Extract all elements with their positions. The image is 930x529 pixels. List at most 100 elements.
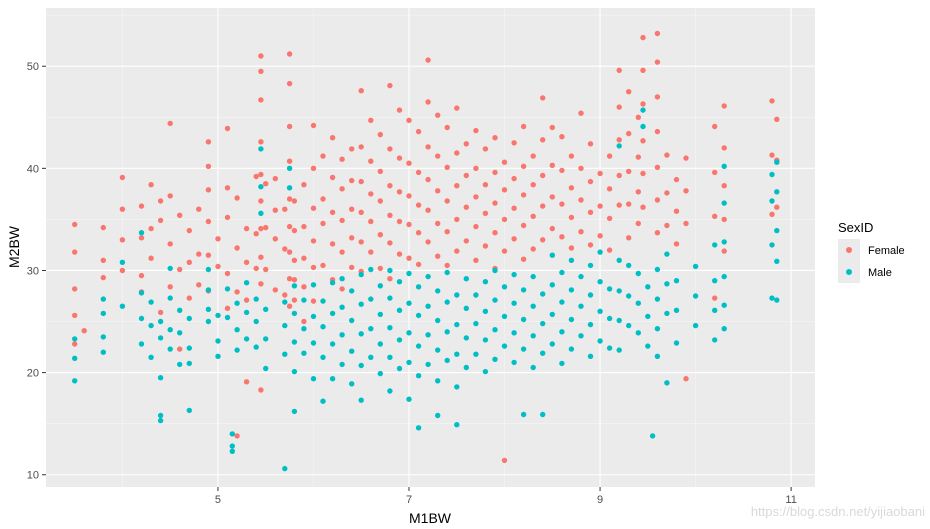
legend-label-female: Female xyxy=(868,245,905,257)
data-point-male xyxy=(205,306,212,312)
data-point-female xyxy=(138,272,145,279)
data-point-female xyxy=(272,207,278,213)
data-point-male xyxy=(329,280,336,286)
data-point-female xyxy=(578,229,584,235)
data-point-male xyxy=(253,344,259,350)
data-point-male xyxy=(291,339,298,345)
data-point-male xyxy=(511,271,517,278)
data-point-female xyxy=(415,261,422,268)
data-point-female xyxy=(425,239,431,245)
legend-title: SexID xyxy=(838,220,873,235)
data-point-female xyxy=(559,167,565,174)
data-point-male xyxy=(320,398,326,404)
data-point-female xyxy=(377,232,383,238)
data-point-male xyxy=(606,315,613,322)
data-point-female xyxy=(492,169,498,176)
data-point-male xyxy=(263,365,269,372)
data-point-female xyxy=(712,295,718,301)
data-point-male xyxy=(301,350,307,356)
data-point-female xyxy=(253,265,259,272)
data-point-male xyxy=(425,361,431,368)
data-point-female xyxy=(253,173,259,180)
data-point-male xyxy=(501,313,508,320)
data-point-female xyxy=(339,286,345,292)
data-point-female xyxy=(119,174,126,181)
data-point-female xyxy=(349,206,355,212)
data-point-female xyxy=(177,346,183,352)
data-point-female xyxy=(286,158,293,164)
data-point-female xyxy=(482,243,489,249)
data-point-female xyxy=(72,249,78,255)
data-point-female xyxy=(396,218,403,225)
data-point-male xyxy=(320,324,326,330)
data-point-female xyxy=(425,176,431,183)
data-point-male xyxy=(349,317,355,324)
data-point-male xyxy=(186,407,192,414)
data-point-female xyxy=(243,225,250,232)
data-point-male xyxy=(473,292,479,298)
data-point-female xyxy=(721,248,727,254)
data-point-female xyxy=(606,153,613,159)
data-point-female xyxy=(406,255,412,261)
data-point-female xyxy=(712,123,718,130)
data-point-male xyxy=(769,198,775,204)
data-point-female xyxy=(712,169,718,176)
data-point-female xyxy=(606,215,613,222)
data-point-female xyxy=(263,181,269,187)
series-male-points xyxy=(72,107,780,472)
data-point-female xyxy=(100,274,107,281)
data-point-female xyxy=(769,211,775,217)
data-point-female xyxy=(640,170,646,177)
data-point-male xyxy=(339,276,345,282)
data-point-female xyxy=(540,203,546,209)
data-point-male xyxy=(339,361,345,368)
data-point-female xyxy=(119,267,126,274)
data-point-male xyxy=(291,310,298,317)
data-point-male xyxy=(229,448,235,454)
data-point-male xyxy=(454,384,460,390)
data-point-female xyxy=(549,194,555,200)
data-point-female xyxy=(243,259,250,265)
data-point-female xyxy=(406,160,412,166)
data-point-male xyxy=(396,337,403,343)
data-point-female xyxy=(167,241,173,247)
data-point-female xyxy=(640,34,646,41)
data-point-male xyxy=(415,312,422,319)
data-point-male xyxy=(243,280,250,286)
data-point-female xyxy=(177,212,183,218)
data-point-female xyxy=(310,298,317,304)
data-point-male xyxy=(320,298,326,304)
data-point-male xyxy=(435,347,441,353)
data-point-male xyxy=(530,364,536,371)
data-point-female xyxy=(501,159,508,165)
y-tick-label: 40 xyxy=(27,163,39,175)
data-point-female xyxy=(119,237,126,243)
data-point-male xyxy=(286,185,293,191)
data-point-female xyxy=(520,192,527,198)
data-point-female xyxy=(358,144,364,150)
data-point-female xyxy=(72,341,78,347)
data-point-male xyxy=(597,338,603,344)
data-point-male xyxy=(559,269,565,276)
data-point-female xyxy=(272,287,278,293)
data-point-male xyxy=(616,257,622,263)
data-point-male xyxy=(435,412,441,419)
data-point-male xyxy=(616,317,622,324)
data-point-female xyxy=(501,216,508,223)
data-point-male xyxy=(224,286,231,292)
data-point-female xyxy=(224,125,231,132)
data-point-female xyxy=(587,242,594,248)
data-point-male xyxy=(157,412,164,419)
data-point-female xyxy=(769,98,775,104)
data-point-male xyxy=(626,262,632,269)
data-point-male xyxy=(167,327,173,333)
data-point-female xyxy=(234,433,240,439)
y-axis-title: M2BW xyxy=(6,225,22,268)
data-point-female xyxy=(167,284,173,290)
data-point-female xyxy=(263,266,269,273)
data-point-male xyxy=(473,320,479,327)
data-point-female xyxy=(186,227,192,234)
data-point-male xyxy=(673,340,680,346)
data-point-male xyxy=(540,320,546,327)
data-point-female xyxy=(769,152,775,158)
